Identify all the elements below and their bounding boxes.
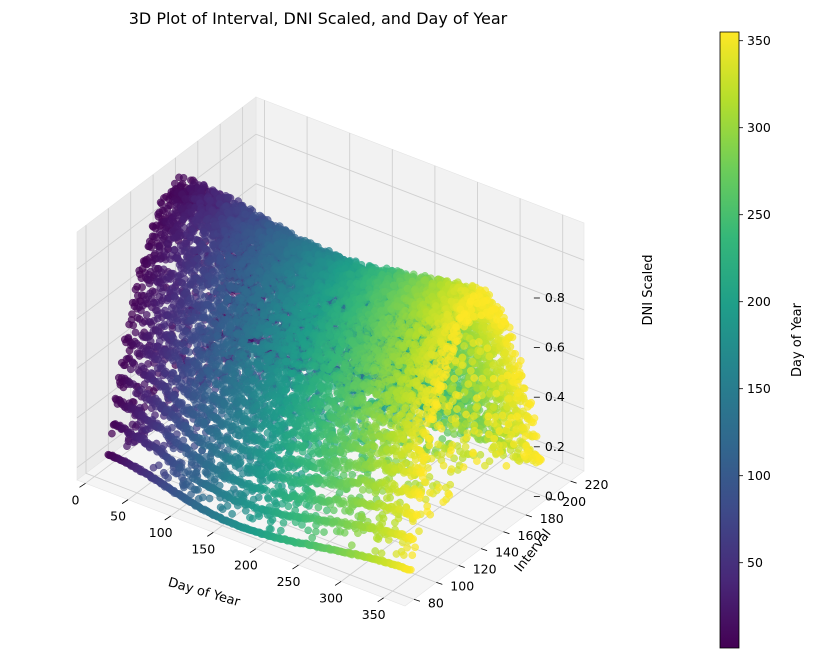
scatter-point <box>206 196 214 205</box>
scatter-point <box>528 454 537 462</box>
scatter-point <box>171 234 179 242</box>
scatter-point <box>201 228 209 237</box>
scatter-point <box>152 233 160 242</box>
scatter-point <box>213 229 222 238</box>
scatter-point <box>133 282 141 291</box>
scatter-point <box>156 255 165 263</box>
scatter-point <box>187 183 195 192</box>
scatter-point <box>177 204 186 213</box>
scatter-point <box>166 220 174 228</box>
scatter-points <box>104 173 545 574</box>
scatter-point <box>266 228 275 236</box>
scatter-point <box>172 209 180 218</box>
scatter-point <box>200 235 209 244</box>
scatter-point <box>264 221 272 229</box>
scatter-point <box>164 240 172 248</box>
scatter-point <box>509 453 518 461</box>
scatter-point <box>234 233 243 241</box>
scatter-point <box>241 210 249 218</box>
scatter-point <box>179 215 187 224</box>
scatter-point <box>170 179 179 188</box>
scatter-point <box>211 221 219 230</box>
scatter-point <box>147 243 156 252</box>
scatter-point <box>157 199 166 208</box>
scatter-point <box>202 215 211 224</box>
scatter-point <box>155 247 164 255</box>
scatter-point <box>210 188 219 196</box>
grid-line-x <box>383 214 564 599</box>
scatter-point <box>179 173 188 182</box>
scatter-point <box>155 208 164 217</box>
scatter-point <box>170 246 179 254</box>
scatter-point <box>272 230 281 239</box>
grid-line-y <box>85 225 415 600</box>
scatter-point <box>181 195 190 203</box>
scatter-point <box>151 264 160 273</box>
scatter-point <box>532 432 541 441</box>
grid-line-z <box>76 133 585 270</box>
scatter-point <box>187 208 196 217</box>
scatter-point <box>173 222 182 230</box>
scatter-point <box>186 232 195 241</box>
scatter-point <box>222 202 230 210</box>
scatter-point <box>161 228 170 236</box>
scatter-point <box>233 224 241 232</box>
scatter-point <box>224 193 233 202</box>
